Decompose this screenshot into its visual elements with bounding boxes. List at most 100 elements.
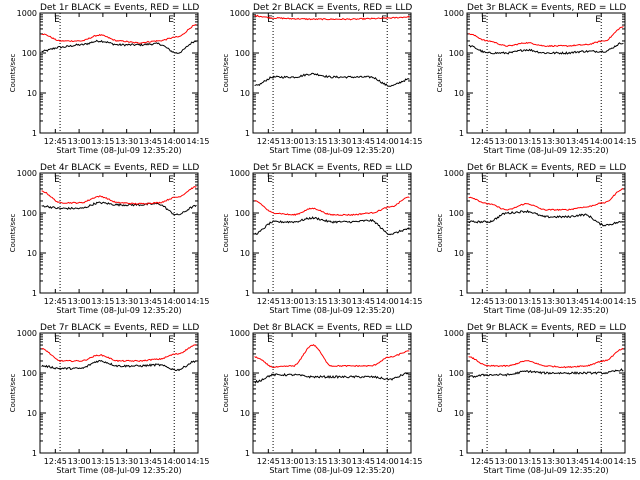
x-tick-label: 13:00 bbox=[495, 137, 518, 146]
lld-series-line bbox=[254, 196, 410, 216]
y-tick-label: 100 bbox=[235, 209, 250, 218]
x-tick-label: 13:30 bbox=[328, 297, 351, 306]
marker-label: E bbox=[168, 175, 174, 185]
x-tick-label: 12:45 bbox=[44, 297, 67, 306]
events-series-line bbox=[468, 368, 624, 379]
x-tick-label: 13:45 bbox=[566, 137, 589, 146]
x-tick-label: 14:00 bbox=[376, 137, 399, 146]
x-tick-label: 13:30 bbox=[115, 137, 138, 146]
y-tick-label: 10 bbox=[454, 89, 464, 98]
marker-label: E bbox=[595, 175, 601, 185]
x-tick-label: 13:45 bbox=[139, 137, 162, 146]
marker-label: E bbox=[595, 335, 601, 345]
events-series-line bbox=[41, 201, 197, 216]
marker-label: E bbox=[267, 15, 273, 25]
panel-title: Det 7r BLACK = Events, RED = LLD bbox=[40, 323, 199, 333]
y-tick-label: 1000 bbox=[230, 329, 250, 338]
y-tick-label: 1000 bbox=[444, 9, 464, 18]
x-tick-label: 12:45 bbox=[471, 457, 494, 466]
marker-label: E bbox=[381, 335, 387, 345]
marker-label: E bbox=[381, 15, 387, 25]
y-tick-label: 1000 bbox=[444, 329, 464, 338]
y-tick-label: 1000 bbox=[17, 329, 37, 338]
x-tick-label: 13:45 bbox=[352, 457, 375, 466]
y-tick-label: 10 bbox=[454, 409, 464, 418]
lld-series-line bbox=[41, 24, 197, 44]
panel-title: Det 3r BLACK = Events, RED = LLD bbox=[467, 3, 626, 13]
y-tick-label: 1 bbox=[459, 289, 464, 298]
plot-frame bbox=[466, 172, 626, 294]
y-tick-label: 10 bbox=[240, 89, 250, 98]
x-tick-label: 13:45 bbox=[352, 137, 375, 146]
marker-label: E bbox=[168, 335, 174, 345]
x-tick-label: 14:00 bbox=[590, 297, 613, 306]
y-axis-label: Counts/sec bbox=[9, 214, 17, 253]
x-tick-label: 13:15 bbox=[304, 457, 327, 466]
x-axis-label: Start Time (08-Jul-09 12:35:20) bbox=[56, 466, 181, 475]
y-tick-label: 100 bbox=[449, 49, 464, 58]
x-tick-label: 14:00 bbox=[163, 297, 186, 306]
x-tick-label: 14:00 bbox=[163, 457, 186, 466]
x-tick-label: 13:45 bbox=[352, 297, 375, 306]
marker-label: E bbox=[54, 15, 60, 25]
y-tick-label: 1 bbox=[245, 289, 250, 298]
events-series-line bbox=[254, 72, 410, 88]
x-tick-label: 14:00 bbox=[376, 457, 399, 466]
marker-label: E bbox=[481, 335, 487, 345]
y-tick-label: 1000 bbox=[17, 169, 37, 178]
x-axis-label: Start Time (08-Jul-09 12:35:20) bbox=[56, 146, 181, 155]
y-tick-label: 1000 bbox=[17, 9, 37, 18]
x-axis-label: Start Time (08-Jul-09 12:35:20) bbox=[269, 466, 394, 475]
lld-series-line bbox=[468, 188, 624, 212]
y-tick-label: 10 bbox=[240, 249, 250, 258]
marker-label: E bbox=[267, 335, 273, 345]
plot-frame bbox=[252, 12, 412, 134]
x-tick-label: 13:15 bbox=[518, 457, 541, 466]
marker-label: E bbox=[481, 175, 487, 185]
x-tick-label: 13:30 bbox=[542, 297, 565, 306]
y-axis-label: Counts/sec bbox=[436, 374, 444, 413]
marker-label: E bbox=[54, 175, 60, 185]
lld-series-line bbox=[468, 347, 624, 369]
plot-frame bbox=[252, 172, 412, 294]
panel-title: Det 4r BLACK = Events, RED = LLD bbox=[40, 163, 199, 173]
y-tick-label: 10 bbox=[454, 249, 464, 258]
x-tick-label: 12:45 bbox=[44, 457, 67, 466]
y-tick-label: 1 bbox=[459, 129, 464, 138]
x-axis-label: Start Time (08-Jul-09 12:35:20) bbox=[483, 146, 608, 155]
x-tick-label: 13:45 bbox=[566, 297, 589, 306]
y-tick-label: 10 bbox=[27, 89, 37, 98]
y-tick-label: 10 bbox=[27, 249, 37, 258]
x-tick-label: 13:00 bbox=[68, 297, 91, 306]
x-tick-label: 12:45 bbox=[44, 137, 67, 146]
y-axis-label: Counts/sec bbox=[9, 374, 17, 413]
x-tick-label: 13:30 bbox=[115, 457, 138, 466]
marker-label: E bbox=[168, 15, 174, 25]
lld-series-line bbox=[468, 25, 624, 48]
marker-label: E bbox=[595, 15, 601, 25]
y-tick-label: 1 bbox=[32, 449, 37, 458]
x-tick-label: 12:45 bbox=[257, 457, 280, 466]
x-tick-label: 13:00 bbox=[68, 457, 91, 466]
x-tick-label: 13:00 bbox=[495, 457, 518, 466]
x-tick-label: 12:45 bbox=[471, 297, 494, 306]
x-tick-label: 14:15 bbox=[399, 137, 422, 146]
y-tick-label: 10 bbox=[27, 409, 37, 418]
events-series-line bbox=[468, 209, 624, 227]
y-tick-label: 1000 bbox=[230, 9, 250, 18]
y-tick-label: 100 bbox=[235, 49, 250, 58]
panel-title: Det 1r BLACK = Events, RED = LLD bbox=[40, 3, 199, 13]
panel-title: Det 2r BLACK = Events, RED = LLD bbox=[253, 3, 412, 13]
plot-frame bbox=[39, 12, 199, 134]
y-tick-label: 1000 bbox=[444, 169, 464, 178]
lld-series-line bbox=[254, 343, 410, 369]
x-axis-label: Start Time (08-Jul-09 12:35:20) bbox=[269, 146, 394, 155]
